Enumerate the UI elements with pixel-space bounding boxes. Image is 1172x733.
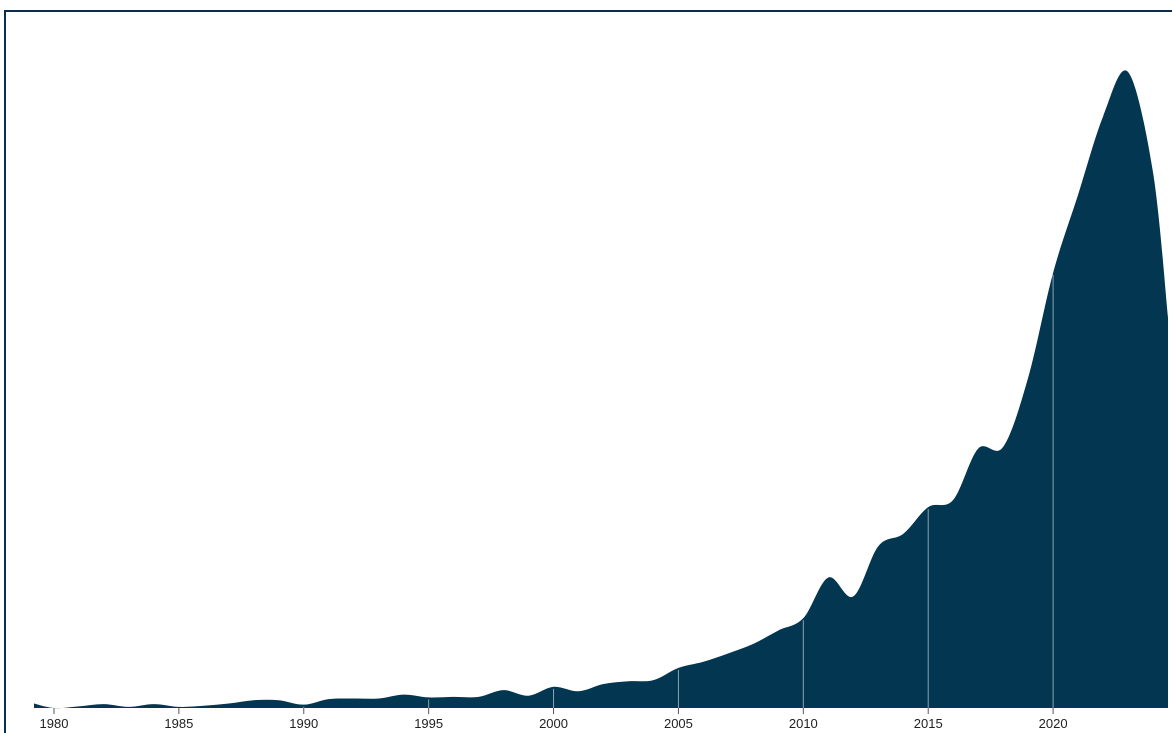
x-tick-label: 1985 [164,716,193,731]
x-tick-label: 2015 [914,716,943,731]
x-axis: 1980 1985 1990 1995 2000 2005 2010 2015 2020 [40,708,1068,731]
x-tick-label: 2005 [664,716,693,731]
x-tick-label: 1995 [414,716,443,731]
x-tick-label: 2010 [789,716,818,731]
x-tick-label: 1980 [40,716,69,731]
x-tick-label: 1990 [289,716,318,731]
x-tick-label: 2020 [1039,716,1068,731]
x-tick-label: 2000 [539,716,568,731]
area-series [34,70,1168,709]
